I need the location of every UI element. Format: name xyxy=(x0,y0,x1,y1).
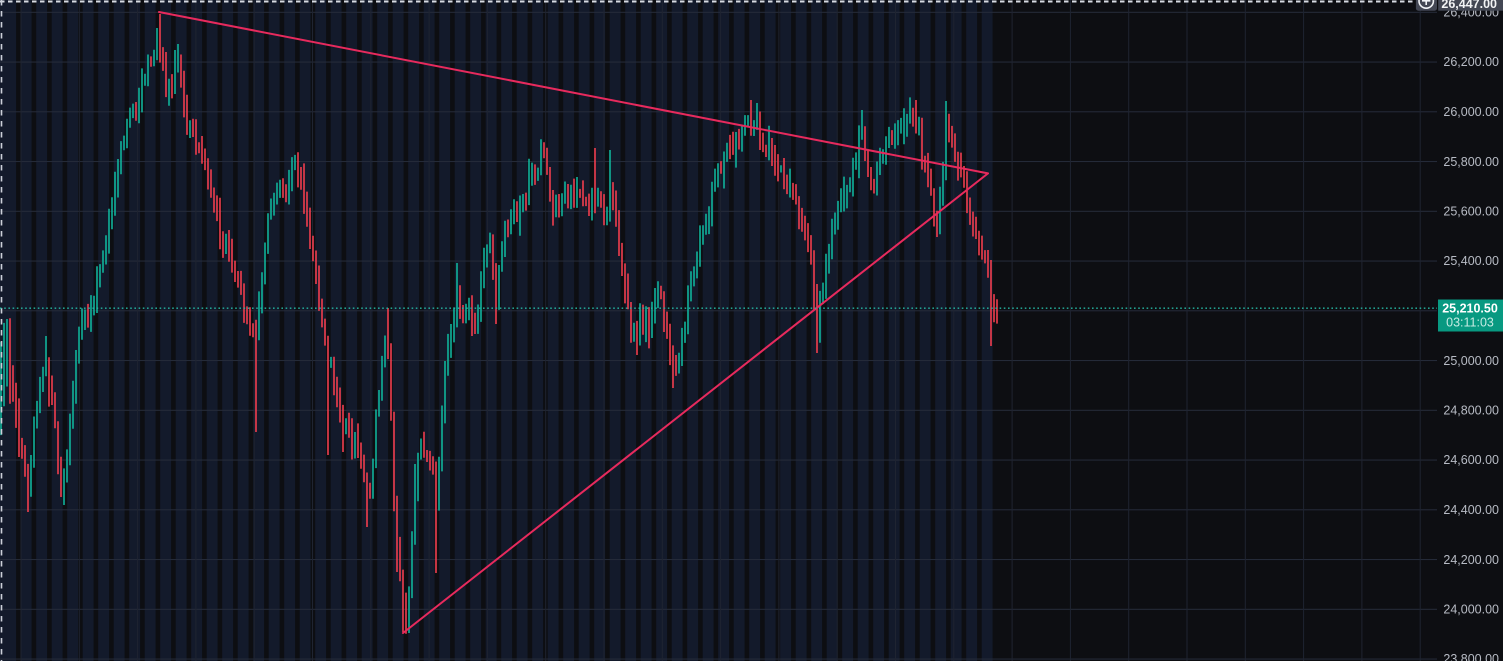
svg-text:03:11:03: 03:11:03 xyxy=(1446,316,1494,330)
svg-text:24,600.00: 24,600.00 xyxy=(1443,453,1499,467)
svg-text:24,200.00: 24,200.00 xyxy=(1443,553,1499,567)
svg-text:23,800.00: 23,800.00 xyxy=(1443,652,1499,661)
svg-text:25,000.00: 25,000.00 xyxy=(1443,354,1499,368)
svg-text:25,600.00: 25,600.00 xyxy=(1443,205,1499,219)
svg-text:25,210.50: 25,210.50 xyxy=(1442,302,1498,316)
svg-text:24,800.00: 24,800.00 xyxy=(1443,404,1499,418)
svg-text:24,400.00: 24,400.00 xyxy=(1443,503,1499,517)
svg-text:26,447.00: 26,447.00 xyxy=(1441,0,1497,11)
svg-text:24,000.00: 24,000.00 xyxy=(1443,603,1499,617)
svg-text:25,800.00: 25,800.00 xyxy=(1443,155,1499,169)
svg-text:25,400.00: 25,400.00 xyxy=(1443,254,1499,268)
svg-text:26,000.00: 26,000.00 xyxy=(1443,105,1499,119)
svg-text:26,200.00: 26,200.00 xyxy=(1443,55,1499,69)
